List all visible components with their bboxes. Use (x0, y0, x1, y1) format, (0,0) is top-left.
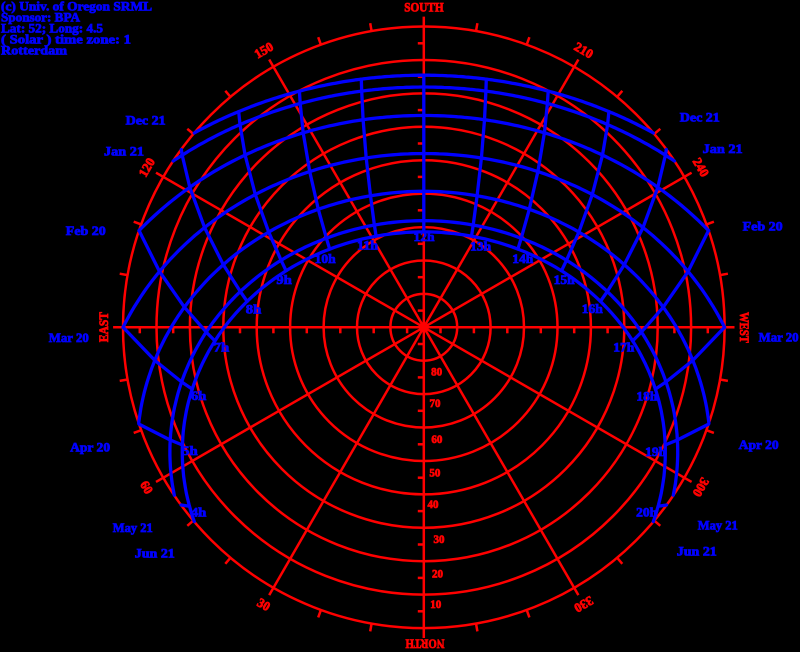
svg-text:9h: 9h (276, 272, 292, 287)
svg-text:Dec 21: Dec 21 (126, 113, 166, 128)
svg-text:EAST: EAST (96, 312, 111, 342)
svg-text:Rotterdam: Rotterdam (1, 42, 67, 57)
svg-text:(c) Univ. of Oregon SRML: (c) Univ. of Oregon SRML (1, 0, 152, 13)
svg-text:70: 70 (430, 396, 441, 410)
svg-text:Mar 20: Mar 20 (49, 330, 89, 345)
svg-text:40: 40 (428, 497, 439, 511)
svg-text:WEST: WEST (737, 312, 752, 343)
svg-text:60: 60 (431, 432, 442, 446)
svg-text:Apr 20: Apr 20 (739, 437, 779, 452)
svg-text:Jun 21: Jun 21 (135, 546, 175, 561)
svg-text:16h: 16h (582, 301, 604, 316)
svg-text:Sponsor: BPA: Sponsor: BPA (1, 9, 81, 24)
svg-text:SOUTH: SOUTH (404, 0, 443, 15)
svg-text:15h: 15h (554, 272, 576, 287)
svg-text:10h: 10h (315, 251, 337, 266)
svg-text:Apr 20: Apr 20 (70, 439, 110, 454)
svg-text:13h: 13h (470, 238, 492, 253)
svg-text:10: 10 (430, 597, 441, 611)
svg-text:Jun 21: Jun 21 (677, 543, 717, 558)
svg-text:11h: 11h (357, 238, 379, 253)
svg-text:4h: 4h (191, 504, 207, 519)
svg-text:8h: 8h (246, 301, 262, 316)
svg-text:19h: 19h (645, 444, 667, 459)
svg-text:80: 80 (431, 365, 442, 379)
svg-text:7h: 7h (214, 339, 230, 354)
svg-text:May 21: May 21 (698, 518, 738, 533)
svg-text:6h: 6h (191, 388, 207, 403)
svg-text:Lat: 52; Long: 4.5: Lat: 52; Long: 4.5 (1, 20, 104, 35)
svg-text:Feb 20: Feb 20 (743, 219, 783, 234)
svg-text:12h: 12h (414, 229, 436, 244)
svg-text:5h: 5h (182, 443, 198, 458)
svg-text:17h: 17h (613, 340, 635, 355)
svg-text:Feb 20: Feb 20 (66, 223, 106, 238)
svg-text:Jan 21: Jan 21 (703, 141, 743, 156)
svg-text:14h: 14h (512, 251, 534, 266)
svg-text:( Solar ) time zone: 1: ( Solar ) time zone: 1 (1, 31, 131, 46)
svg-text:NORTH: NORTH (406, 637, 445, 652)
svg-text:18h: 18h (636, 388, 658, 403)
svg-text:Dec 21: Dec 21 (680, 110, 720, 125)
svg-text:50: 50 (429, 466, 440, 480)
svg-text:30: 30 (434, 532, 445, 546)
svg-text:Jan 21: Jan 21 (104, 144, 144, 159)
svg-text:Mar 20: Mar 20 (759, 329, 799, 344)
svg-text:20h: 20h (636, 504, 658, 519)
svg-text:20: 20 (432, 566, 443, 580)
svg-text:May 21: May 21 (113, 520, 153, 535)
